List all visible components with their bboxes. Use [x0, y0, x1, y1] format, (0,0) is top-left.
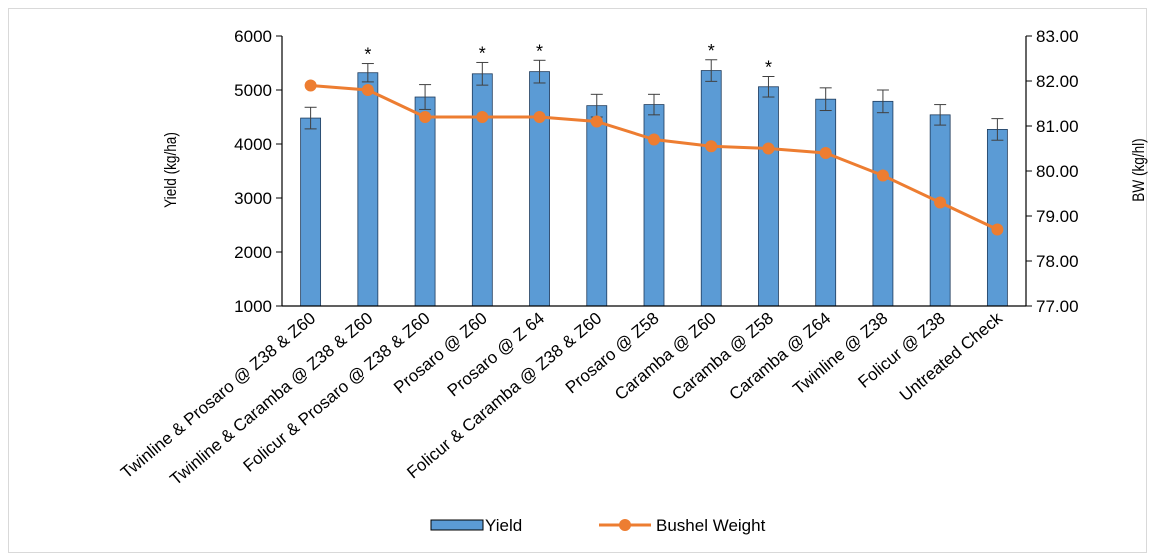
bushel-weight-point [762, 142, 775, 155]
legend: Yield Bushel Weight [430, 516, 766, 535]
bushel-weight-point [991, 223, 1004, 236]
bushel-weight-point [419, 111, 432, 123]
legend-yield-swatch [430, 519, 484, 531]
y2-tick-label: 78.00 [1036, 252, 1079, 271]
significance-markers: * * * * * [364, 41, 772, 78]
yield-bar [815, 98, 837, 307]
category-label: Caramba @ Z58 [668, 309, 777, 404]
y-tick-label: 5000 [234, 81, 272, 100]
y2-tick-label: 80.00 [1036, 162, 1079, 181]
yield-bar [529, 71, 550, 307]
chart-frame [8, 8, 1147, 553]
left-axis-ticks: 1000 2000 3000 4000 5000 6000 [234, 27, 282, 316]
bushel-weight-point [361, 84, 374, 96]
bushel-weight-point [819, 147, 832, 159]
y-tick-label: 1000 [234, 297, 272, 316]
yield-bar [872, 100, 894, 307]
yield-bar [986, 129, 1008, 307]
yield-bar [414, 96, 436, 307]
significance-asterisk: * [708, 41, 715, 61]
y-tick-label: 6000 [234, 27, 272, 46]
bushel-weight-point [304, 79, 317, 92]
yield-bar [586, 105, 608, 307]
y-tick-label: 4000 [234, 135, 272, 154]
yield-bar [471, 73, 493, 307]
yield-bar [700, 70, 722, 307]
yield-bar [758, 86, 779, 307]
yield-bar [300, 117, 322, 307]
y2-tick-label: 81.00 [1036, 117, 1079, 136]
right-axis-ticks: 77.00 78.00 79.00 80.00 81.00 82.00 83.00 [1026, 27, 1079, 316]
y2-tick-label: 77.00 [1036, 297, 1079, 316]
significance-asterisk: * [765, 58, 772, 78]
yield-bar [929, 114, 951, 307]
bushel-weight-point [934, 196, 947, 209]
significance-asterisk: * [536, 41, 543, 61]
bushel-weight-point [476, 111, 489, 123]
y2-tick-label: 83.00 [1036, 27, 1079, 46]
error-bars [304, 59, 1004, 141]
y-axis-title: Yield (kg/ha) [162, 132, 181, 208]
bushel-weight-point [876, 169, 889, 182]
yield-bar [357, 72, 379, 307]
bushel-weight-point [705, 140, 718, 153]
category-label: Untreated Check [896, 308, 1006, 405]
bushel-weight-point [533, 111, 546, 123]
category-label: Caramba @ Z60 [611, 309, 720, 404]
y2-tick-label: 79.00 [1036, 207, 1079, 226]
y2-axis-title: BW (kg/hl) [1130, 138, 1149, 201]
legend-yield-label: Yield [485, 516, 522, 535]
category-label: Prosaro @ Z 64 [444, 309, 548, 401]
significance-asterisk: * [479, 43, 486, 63]
y2-tick-label: 82.00 [1036, 72, 1079, 91]
legend-bushel-weight-label: Bushel Weight [656, 516, 766, 535]
y-tick-label: 3000 [234, 189, 272, 208]
bushel-weight-point [590, 115, 603, 128]
category-label: Caramba @ Z64 [726, 309, 835, 404]
significance-asterisk: * [364, 45, 371, 65]
bushel-weight-point [648, 133, 660, 146]
y-tick-label: 2000 [234, 243, 272, 262]
legend-bushel-weight-marker [619, 519, 631, 531]
bushel-weight-series [304, 79, 1004, 236]
